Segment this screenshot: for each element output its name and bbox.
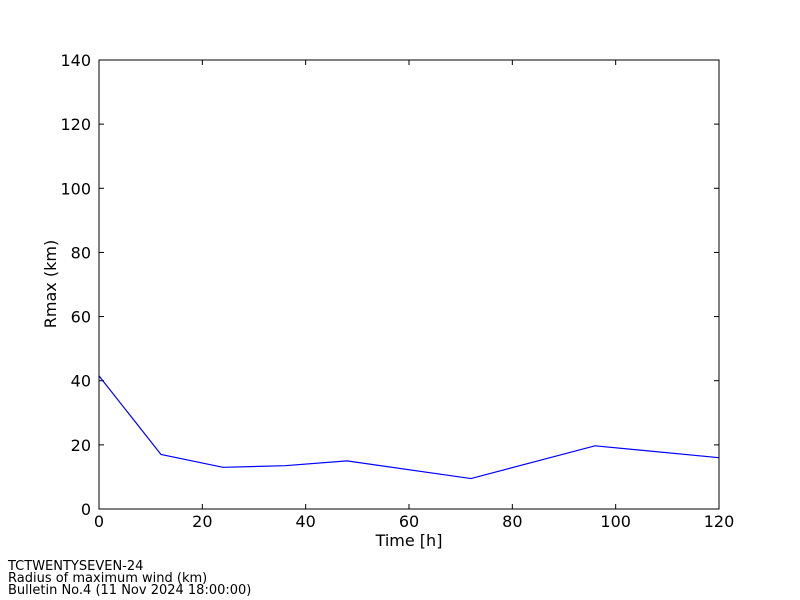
y-tick-label: 40 bbox=[71, 372, 91, 391]
x-tick-label: 80 bbox=[502, 512, 522, 531]
footer-text: Radius of maximum wind (km) bbox=[8, 571, 207, 586]
y-tick-label: 140 bbox=[60, 51, 91, 70]
y-tick-label: 20 bbox=[71, 436, 91, 455]
plot-frame bbox=[98, 59, 720, 510]
y-tick-label: 100 bbox=[60, 179, 91, 198]
x-tick-label: 0 bbox=[94, 512, 104, 531]
y-axis-label: Rmax (km) bbox=[41, 240, 60, 328]
y-tick-label: 80 bbox=[71, 243, 91, 262]
footer-text: Bulletin No.4 (11 Nov 2024 18:00:00) bbox=[8, 583, 251, 598]
y-tick-label: 60 bbox=[71, 308, 91, 327]
footer-text: TCTWENTYSEVEN-24 bbox=[7, 559, 143, 574]
x-axis-label: Time [h] bbox=[375, 531, 443, 550]
x-tick-label: 60 bbox=[399, 512, 419, 531]
x-tick-label: 40 bbox=[295, 512, 315, 531]
y-tick-label: 0 bbox=[81, 500, 91, 519]
y-tick-label: 120 bbox=[60, 115, 91, 134]
x-tick-label: 100 bbox=[600, 512, 631, 531]
data-line bbox=[98, 375, 720, 480]
x-tick-label: 120 bbox=[704, 512, 735, 531]
x-tick-label: 20 bbox=[192, 512, 212, 531]
